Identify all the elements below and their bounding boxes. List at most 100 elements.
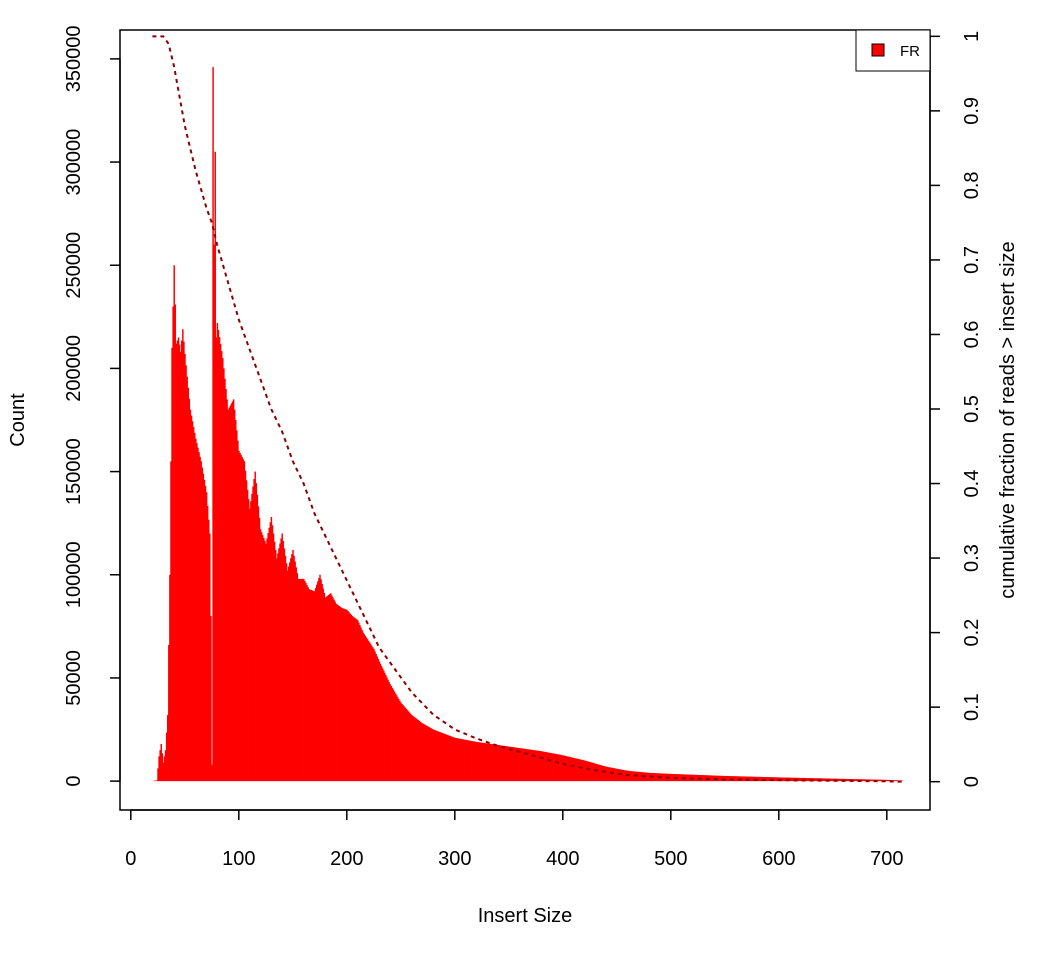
- histogram-bar: [368, 642, 371, 782]
- histogram-bar: [372, 647, 374, 782]
- histogram-bar: [251, 493, 253, 782]
- histogram-bar: [872, 779, 874, 782]
- histogram-bar: [823, 778, 826, 782]
- histogram-bar: [385, 675, 387, 782]
- histogram-bar: [276, 558, 278, 782]
- histogram-bar: [445, 734, 448, 782]
- histogram-bar: [499, 745, 502, 782]
- histogram-bar: [266, 538, 268, 782]
- histogram-bar: [864, 779, 867, 782]
- histogram-bar: [887, 779, 889, 782]
- histogram-bar: [377, 658, 380, 782]
- histogram-bar: [541, 751, 544, 782]
- y2-tick-label: 0.6: [961, 321, 983, 349]
- histogram-bar: [554, 753, 557, 782]
- histogram-bar: [741, 776, 744, 782]
- histogram-bar: [718, 775, 721, 782]
- histogram-bar: [692, 774, 695, 782]
- histogram-bar: [868, 779, 871, 782]
- histogram-bar: [799, 777, 802, 782]
- histogram-bar: [373, 649, 375, 782]
- histogram-bar: [837, 778, 840, 782]
- histogram-bar: [735, 776, 737, 782]
- histogram-bar: [422, 723, 425, 782]
- histogram-bar: [498, 745, 501, 782]
- histogram-bar: [775, 777, 777, 782]
- histogram-bar: [282, 540, 285, 782]
- histogram-bar: [432, 729, 435, 782]
- histogram-bar: [560, 754, 562, 782]
- histogram-bar: [196, 443, 198, 782]
- histogram-bar: [390, 685, 393, 782]
- histogram-bar: [314, 587, 317, 782]
- histogram-bar: [885, 779, 887, 782]
- histogram-bar: [575, 758, 577, 782]
- histogram-bar: [294, 561, 296, 782]
- histogram-bar: [177, 337, 180, 782]
- histogram-bar: [307, 587, 309, 782]
- histogram-bar: [227, 409, 229, 782]
- histogram-bar: [222, 358, 224, 782]
- histogram-bar: [323, 592, 326, 782]
- histogram-bar: [304, 580, 306, 782]
- histogram-bar: [609, 767, 612, 782]
- histogram-bar: [511, 747, 513, 782]
- histogram-bar: [847, 778, 849, 782]
- histogram-bar: [197, 447, 199, 782]
- histogram-bar: [886, 779, 888, 782]
- histogram-bar: [400, 702, 402, 782]
- histogram-bar: [311, 590, 314, 782]
- histogram-bar: [364, 635, 367, 782]
- histogram-bar: [696, 774, 698, 782]
- histogram-bar: [593, 763, 596, 782]
- histogram-bar: [220, 351, 223, 782]
- y2-tick-label: 0.8: [961, 171, 983, 199]
- histogram-bar: [616, 768, 618, 782]
- histogram-bar: [246, 489, 249, 782]
- histogram-bar: [361, 630, 363, 782]
- histogram-bar: [508, 746, 510, 782]
- histogram-bar: [202, 473, 205, 782]
- histogram-bar: [192, 427, 195, 782]
- histogram-bar: [253, 479, 255, 782]
- histogram-bar: [871, 779, 873, 782]
- histogram-bar: [285, 563, 288, 782]
- histogram-bar: [480, 742, 482, 782]
- histogram-bar: [556, 754, 559, 782]
- x-axis: 0 100 200 300 400 500 600 700: [125, 809, 903, 870]
- y-tick-label: 250000: [63, 232, 85, 299]
- histogram-bar: [551, 753, 553, 782]
- histogram-bar: [181, 340, 183, 782]
- histogram-bar: [438, 731, 440, 782]
- histogram-bar: [169, 574, 171, 782]
- histogram-bar: [532, 749, 534, 782]
- histogram-bar: [608, 767, 611, 782]
- histogram-bar: [503, 745, 506, 782]
- histogram-bar: [189, 409, 192, 782]
- histogram-bar: [472, 741, 475, 782]
- histogram-bar: [733, 776, 736, 782]
- histogram-bar: [523, 748, 525, 782]
- histogram-bar: [495, 744, 497, 782]
- histogram-bar: [461, 739, 464, 782]
- histogram-bar: [238, 450, 240, 782]
- histogram-bar: [195, 438, 197, 782]
- histogram-bar: [348, 612, 350, 782]
- histogram-bar: [256, 494, 259, 782]
- histogram-bar: [454, 737, 456, 782]
- histogram-bar: [218, 337, 221, 782]
- histogram-bar: [766, 777, 768, 782]
- histogram-bar: [313, 591, 316, 782]
- histogram-bar: [284, 555, 287, 782]
- histogram-bar: [568, 756, 571, 782]
- histogram-bar: [215, 337, 218, 782]
- histogram-bar: [457, 738, 459, 782]
- histogram-bar: [726, 776, 728, 782]
- histogram-bar: [279, 543, 281, 782]
- histogram-bar: [536, 750, 538, 782]
- y2-tick-label: 0.4: [961, 470, 983, 498]
- histogram-bar: [411, 715, 413, 782]
- histogram-bar: [211, 764, 213, 782]
- histogram-bar: [752, 776, 754, 782]
- histogram-bar: [483, 742, 485, 782]
